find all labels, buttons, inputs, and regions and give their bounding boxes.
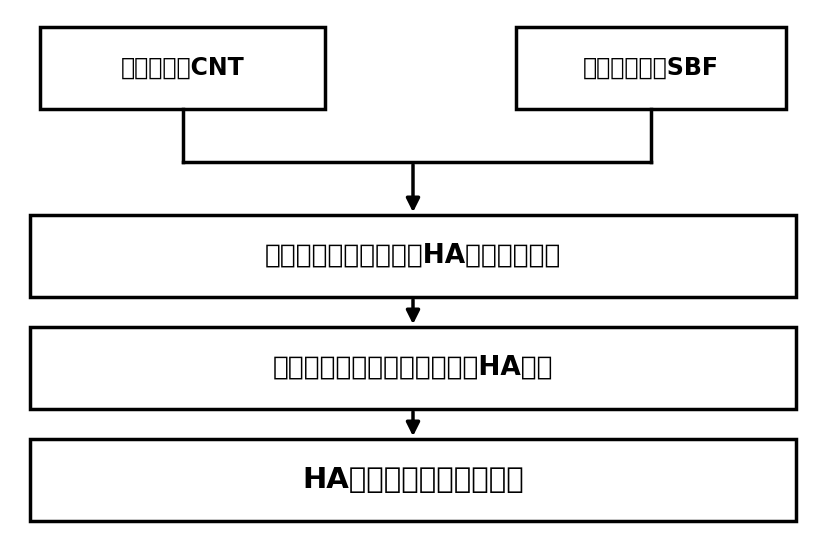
Bar <box>30 439 796 521</box>
Bar <box>516 27 786 109</box>
Text: 阴极电化学沉积法构筑HA涂层形核位点: 阴极电化学沉积法构筑HA涂层形核位点 <box>265 243 561 269</box>
Bar <box>40 27 325 109</box>
Bar <box>30 327 796 409</box>
Text: HA涂层均匀包覆碳纳米管: HA涂层均匀包覆碳纳米管 <box>302 466 524 494</box>
Text: 生物矿化法原位生长均匀致密HA涂层: 生物矿化法原位生长均匀致密HA涂层 <box>273 355 553 381</box>
Bar <box>30 215 796 297</box>
Text: 混合酸处理CNT: 混合酸处理CNT <box>121 56 244 80</box>
Text: 配制电解液及SBF: 配制电解液及SBF <box>583 56 719 80</box>
